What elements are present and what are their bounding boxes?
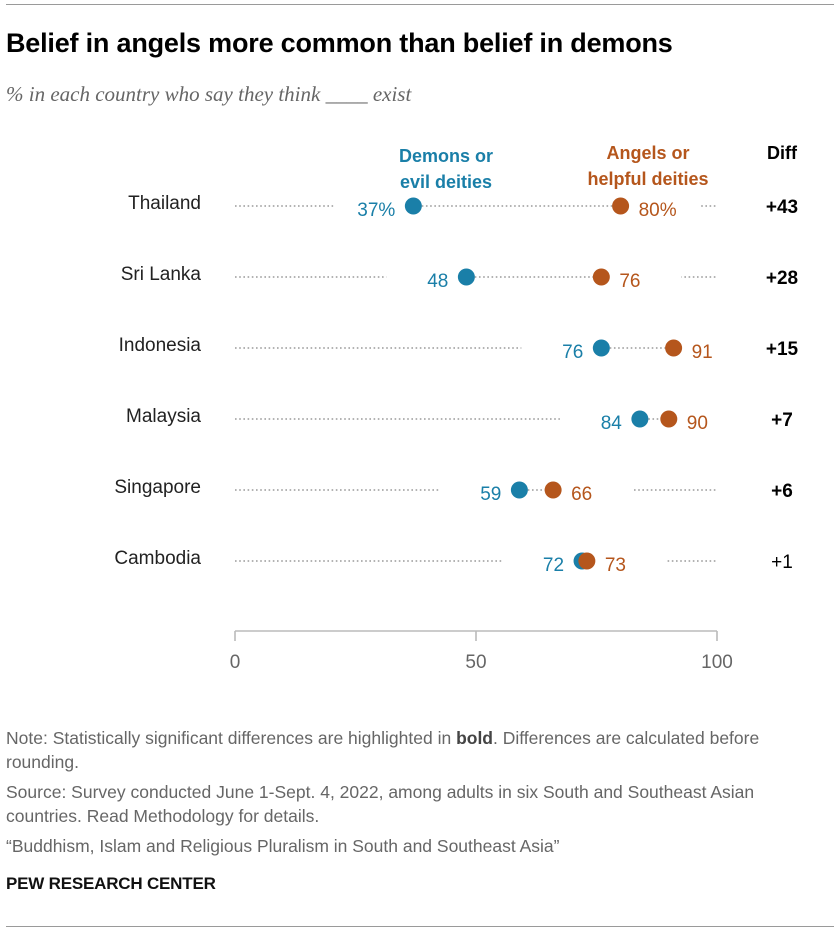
chart-row-cambodia: Cambodia 72 73 +1	[114, 548, 792, 576]
legend-angels-line-1: Angels or	[606, 143, 689, 163]
chart-rows: Thailand 37% 80% +43 Sri Lanka 48 76 +28 Indones…	[114, 193, 798, 576]
chart-row-indonesia: Indonesia 76 91 +15	[119, 335, 799, 363]
country-label: Sri Lanka	[121, 264, 202, 285]
angels-value-label: 80%	[639, 200, 677, 221]
angels-dot	[612, 197, 630, 215]
angels-value-label: 66	[571, 484, 592, 505]
angels-dot	[544, 481, 562, 499]
demons-dot	[592, 339, 610, 357]
diff-value: +28	[766, 268, 798, 289]
angels-value-label: 73	[605, 555, 626, 576]
angels-dot	[665, 339, 683, 357]
x-axis: 0 50 100	[230, 630, 733, 673]
chart-row-sri-lanka: Sri Lanka 48 76 +28	[121, 264, 798, 292]
source-text: Source: Survey conducted June 1-Sept. 4,…	[6, 782, 755, 826]
demons-dot	[631, 410, 649, 428]
demons-dot	[510, 481, 528, 499]
country-label: Cambodia	[114, 548, 201, 569]
label-backdrop	[521, 336, 754, 360]
x-tick-label: 0	[230, 652, 241, 673]
angels-value-label: 90	[687, 413, 708, 434]
chart-subtitle: % in each country who say they think ___…	[6, 82, 412, 106]
dot-plot-chart: Demons or evil deities Angels or helpful…	[114, 143, 798, 673]
diff-column-header: Diff	[767, 143, 798, 163]
legend-demons-line-2: evil deities	[400, 172, 492, 192]
demons-dot	[457, 268, 475, 286]
chart-row-malaysia: Malaysia 84 90 +7	[126, 406, 793, 434]
label-backdrop	[333, 194, 701, 218]
chart-title: Belief in angels more common than belief…	[6, 28, 673, 58]
demons-value-label: 84	[601, 413, 623, 434]
chart-row-singapore: Singapore 59 66 +6	[114, 477, 792, 505]
demons-value-label: 48	[427, 271, 448, 292]
diff-value: +1	[771, 552, 793, 573]
top-rule	[6, 4, 834, 5]
note-text: Note: Statistically significant differen…	[6, 728, 760, 772]
country-label: Indonesia	[119, 335, 202, 356]
legend: Demons or evil deities Angels or helpful…	[399, 143, 798, 192]
angels-dot	[660, 410, 678, 428]
x-tick-label: 50	[465, 652, 486, 673]
legend-angels-line-2: helpful deities	[587, 169, 708, 189]
demons-dot	[404, 197, 422, 215]
chart-row-thailand: Thailand 37% 80% +43	[128, 193, 798, 221]
angels-value-label: 91	[692, 342, 713, 363]
label-backdrop	[559, 407, 749, 431]
demons-value-label: 37%	[357, 200, 395, 221]
country-label: Malaysia	[126, 406, 201, 427]
note-bold-word: bold	[456, 728, 493, 748]
country-label: Thailand	[128, 193, 201, 214]
bottom-rule	[6, 926, 834, 927]
brand-logo-text: PEW RESEARCH CENTER	[6, 874, 216, 893]
demons-value-label: 72	[543, 555, 564, 576]
report-title: “Buddhism, Islam and Religious Pluralism…	[6, 836, 560, 856]
angels-value-label: 76	[619, 271, 640, 292]
diff-value: +6	[771, 481, 793, 502]
demons-value-label: 76	[562, 342, 583, 363]
legend-demons-line-1: Demons or	[399, 146, 493, 166]
diff-value: +43	[766, 197, 798, 218]
country-label: Singapore	[114, 477, 201, 498]
diff-value: +15	[766, 339, 799, 360]
angels-dot	[592, 268, 610, 286]
x-tick-label: 100	[701, 652, 733, 673]
angels-dot	[578, 552, 596, 570]
demons-value-label: 59	[480, 484, 501, 505]
diff-value: +7	[771, 410, 793, 431]
